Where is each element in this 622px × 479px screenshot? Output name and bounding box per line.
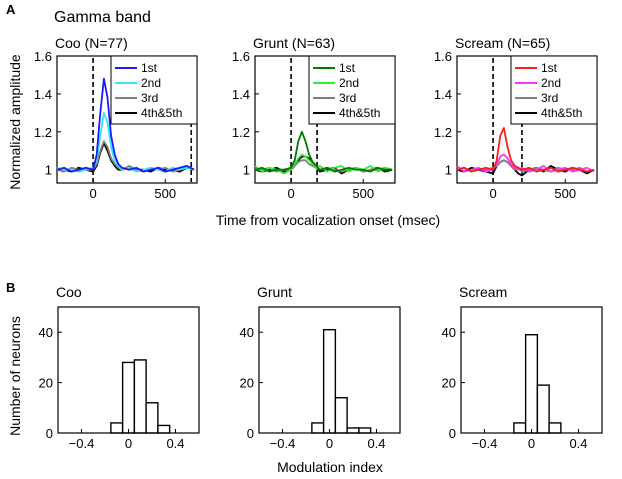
chart-title: Grunt (257, 284, 292, 300)
histogram-bar (121, 361, 136, 434)
x-tick-label: −0.4 (472, 436, 498, 451)
series-line-2nd (254, 153, 393, 175)
panel-a-letter: A (6, 2, 16, 17)
x-tick-label: 0 (528, 436, 535, 451)
legend-label: 4th&5th (141, 106, 182, 120)
x-tick-label: 0 (287, 186, 294, 201)
y-tick-label: 1.4 (434, 87, 452, 102)
legend-label: 2nd (339, 76, 359, 90)
y-tick-label: 40 (240, 325, 254, 340)
y-tick-label: 20 (39, 376, 53, 391)
panel-a-xlabel: Time from vocalization onset (msec) (216, 212, 440, 228)
legend-label: 1st (141, 61, 158, 75)
series-line-3rd (56, 140, 195, 173)
chart-b-3: Scream 0 20 40 −0.4 0 0.4 (442, 284, 603, 451)
y-tick-label: 0 (46, 426, 53, 441)
x-tick-label: 0.4 (166, 436, 184, 451)
x-tick-label: −0.4 (69, 436, 95, 451)
x-tick-label: −0.4 (270, 436, 296, 451)
chart-title: Coo (N=77) (55, 35, 128, 51)
y-tick-label: 0 (247, 426, 254, 441)
chart-title: Grunt (N=63) (253, 35, 335, 51)
y-tick-label: 0 (449, 426, 456, 441)
chart-b-2: Grunt 0 20 40 −0.4 0 0.4 (240, 284, 401, 451)
y-tick-label: 1.6 (34, 49, 52, 64)
histogram-bar (548, 422, 562, 434)
chart-a-3: Scream (N=65) 1 1.2 1.4 1.6 0 500 1st2nd3rd4th&… (434, 35, 598, 201)
histogram-bar (110, 422, 124, 434)
panel-b-ylabel: Number of neurons (7, 316, 23, 436)
legend-label: 2nd (141, 76, 161, 90)
y-tick-label: 20 (240, 376, 254, 391)
x-tick-label: 0.4 (569, 436, 587, 451)
y-tick-label: 1.6 (434, 49, 452, 64)
histogram-bar (524, 334, 539, 434)
legend-label: 1st (541, 61, 558, 75)
y-tick-label: 20 (442, 376, 456, 391)
y-tick-label: 1.2 (434, 125, 452, 140)
legend-label: 4th&5th (339, 106, 380, 120)
histogram-bar (536, 384, 550, 434)
chart-title: Scream (459, 284, 507, 300)
histogram-bar (145, 402, 159, 434)
legend-label: 2nd (541, 76, 561, 90)
y-tick-label: 1.6 (232, 49, 250, 64)
chart-title: Scream (N=65) (455, 35, 550, 51)
x-tick-label: 500 (154, 186, 176, 201)
y-tick-label: 1.4 (34, 87, 52, 102)
legend-label: 3rd (141, 91, 158, 105)
legend-label: 4th&5th (541, 106, 582, 120)
series-line-1st (254, 130, 393, 173)
panel-b-letter: B (6, 280, 15, 295)
x-tick-label: 0.4 (367, 436, 385, 451)
histogram-bar (311, 422, 325, 434)
histogram-bar (358, 427, 372, 434)
series-line-1st (456, 127, 595, 173)
panel-a-ylabel: Normalized amplitude (7, 54, 23, 190)
histogram-bar (322, 328, 337, 434)
y-tick-label: 1.4 (232, 87, 250, 102)
x-tick-label: 500 (352, 186, 374, 201)
y-tick-label: 1 (445, 163, 452, 178)
histogram-bar (513, 422, 527, 434)
chart-a-2: Grunt (N=63) 1 1.2 1.4 1.6 0 500 1st2nd3rd4th&5… (232, 35, 396, 201)
series-line-2nd (456, 153, 595, 173)
y-tick-label: 1 (243, 163, 250, 178)
histogram-bar (157, 424, 171, 434)
y-tick-label: 40 (442, 325, 456, 340)
legend-label: 1st (339, 61, 356, 75)
x-tick-label: 0 (125, 436, 132, 451)
histogram-bar (334, 397, 348, 434)
x-tick-label: 0 (489, 186, 496, 201)
panel-b-xlabel: Modulation index (277, 459, 383, 475)
y-tick-label: 1.2 (232, 125, 250, 140)
legend-label: 3rd (541, 91, 558, 105)
x-tick-label: 500 (554, 186, 576, 201)
y-tick-label: 1 (45, 163, 52, 178)
x-tick-label: 0 (89, 186, 96, 201)
y-tick-label: 1.2 (34, 125, 52, 140)
histogram-bar (346, 427, 360, 434)
panel-a-title: Gamma band (54, 9, 151, 26)
legend-label: 3rd (339, 91, 356, 105)
chart-title: Coo (56, 284, 82, 300)
series-line-1st (56, 77, 195, 173)
y-tick-label: 40 (39, 325, 53, 340)
x-tick-label: 0 (326, 436, 333, 451)
chart-b-1: Coo 0 20 40 −0.4 0 0.4 (39, 284, 200, 451)
histogram-bar (133, 359, 147, 434)
charts-layer: Coo (N=77)11.21.41.60 5001st2nd3rd4th&5th… (34, 35, 603, 451)
